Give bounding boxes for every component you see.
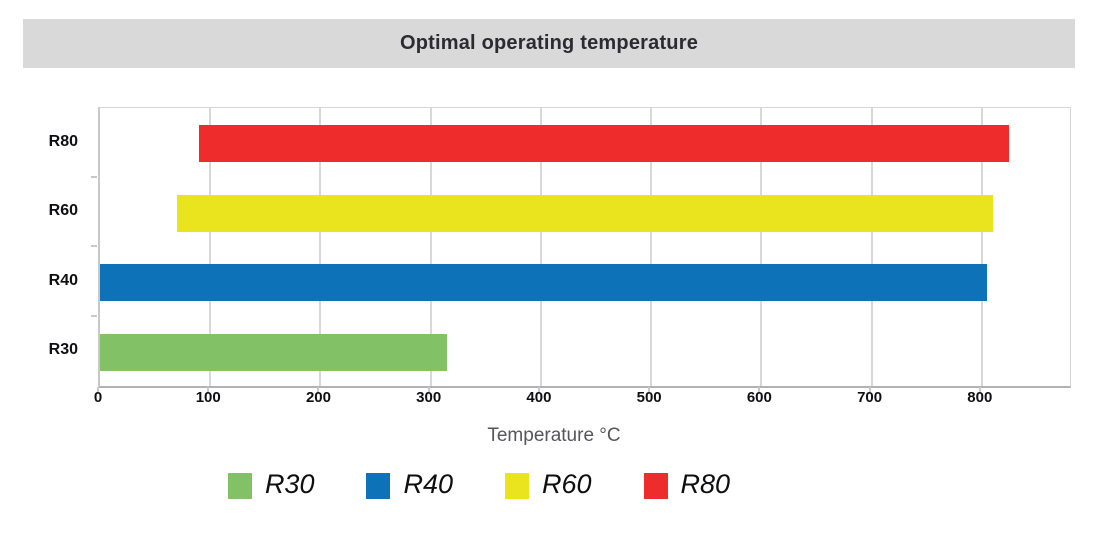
x-axis-tick: [97, 387, 99, 392]
category-label: R40: [48, 271, 78, 289]
legend-label: R80: [680, 469, 731, 499]
x-axis-tick: [427, 387, 430, 392]
gridline: [980, 108, 983, 386]
bar-r60: [177, 194, 993, 232]
y-axis-tick: [91, 314, 97, 317]
x-tick-label: 400: [526, 389, 552, 406]
legend-swatch: [227, 472, 252, 499]
category-label: R30: [48, 341, 78, 359]
legend-label: R60: [542, 469, 592, 499]
legend-item-r30: R30: [227, 469, 315, 500]
gridline: [319, 108, 322, 386]
gridline: [650, 108, 653, 386]
legend-item-r60: R60: [505, 471, 592, 500]
x-tick-label: 300: [416, 389, 442, 406]
x-axis-tick: [648, 387, 651, 392]
chart-title: Optimal operating temperature: [399, 32, 699, 54]
category-label: R80: [48, 132, 78, 150]
plot-area: [98, 107, 1071, 388]
y-axis-tick: [91, 245, 97, 247]
x-tick-label: 100: [195, 389, 221, 406]
x-tick-label: 500: [636, 389, 662, 406]
x-tick-label: 200: [305, 389, 331, 406]
gridline: [870, 108, 873, 386]
x-tick-label: 0: [93, 389, 103, 406]
x-axis-tick: [317, 387, 320, 392]
gridline: [539, 108, 542, 386]
legend-swatch: [643, 472, 668, 499]
gridline: [429, 108, 432, 386]
bar-r30: [100, 333, 448, 371]
gridline: [760, 108, 763, 386]
bar-r40: [100, 264, 988, 302]
legend-item-r80: R80: [643, 469, 731, 500]
x-tick-label: 800: [967, 389, 993, 406]
x-axis-tick: [758, 387, 761, 392]
x-axis-label: Temperature °C: [487, 425, 621, 446]
legend: R30 R40 R60 R80: [0, 471, 958, 500]
x-axis-tick: [537, 387, 540, 392]
chart-title-bar: Optimal operating temperature: [23, 19, 1075, 68]
bar-r80: [199, 125, 1010, 163]
legend-label: R30: [264, 469, 315, 499]
x-tick-label: 700: [857, 389, 883, 406]
gridline: [209, 108, 212, 386]
x-tick-label: 600: [746, 389, 772, 406]
x-axis-tick: [978, 387, 981, 392]
x-axis-tick: [868, 387, 871, 392]
legend-swatch: [505, 472, 529, 499]
legend-swatch: [366, 472, 391, 499]
legend-item-r40: R40: [366, 471, 453, 500]
y-axis-tick: [91, 175, 97, 178]
legend-label: R40: [403, 469, 453, 499]
x-axis-tick: [207, 387, 210, 392]
category-label: R60: [48, 202, 78, 220]
